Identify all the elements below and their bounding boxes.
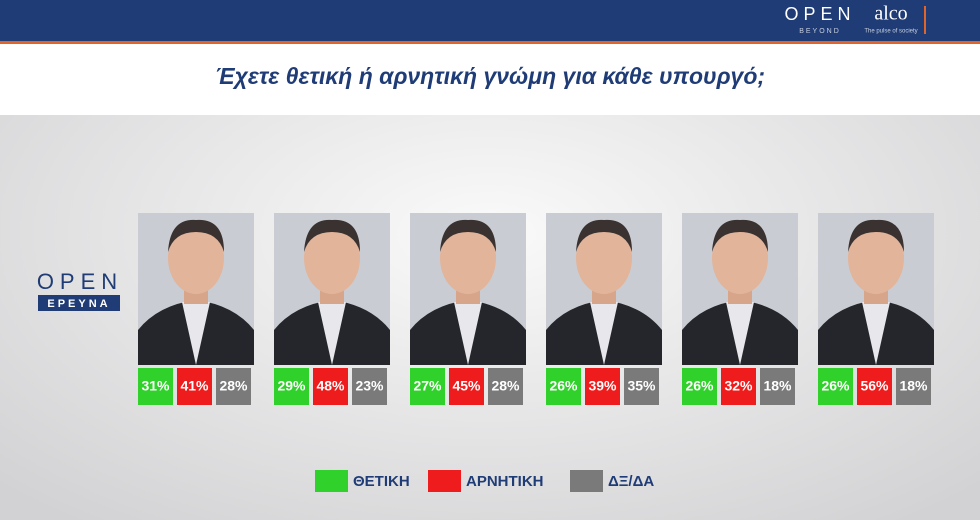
accent-line [0,41,980,44]
score: 45% [452,378,481,394]
legend-swatch [428,470,461,492]
score-box [138,368,173,405]
photo-hair [848,219,904,252]
partner-tagline: The pulse of society [864,29,917,35]
score: 48% [316,378,345,394]
legend-label: ΑΡΝΗΤΙΚΗ [466,473,544,490]
score: 41% [180,378,209,394]
score-box [818,368,853,405]
score: 18% [763,378,792,394]
score-box [896,368,931,405]
photo-shirt [726,302,754,365]
score-box [488,368,523,405]
score-box [216,368,251,405]
score: 26% [685,378,714,394]
photo-face [304,222,360,294]
photo-face [440,222,496,294]
minister-card: 31% 41% 28% [138,213,254,405]
minister-card: 26% 32% 18% [682,213,798,405]
side-logo-band [38,295,120,311]
score: 39% [588,378,617,394]
score-box [274,368,309,405]
score: 26% [549,378,578,394]
side-logo-top: OPEN [37,269,123,294]
top-bar [0,0,980,41]
legend-swatch [570,470,603,492]
score: 18% [899,378,928,394]
score: 56% [860,378,889,394]
minister-card: 27% 45% 28% [410,213,526,405]
photo-shirt [454,302,482,365]
legend: ΘΕΤΙΚΗ ΑΡΝΗΤΙΚΗ ΔΞ/ΔΑ [315,470,654,492]
photo-shirt [182,302,210,365]
score-box [546,368,581,405]
title: Έχετε θετική ή αρνητική γνώμη για κάθε υ… [215,63,765,89]
brand-sub: BEYOND [799,28,841,35]
score: 28% [219,378,248,394]
photo-hair [304,219,360,252]
score-box [585,368,620,405]
legend-label: ΔΞ/ΔΑ [608,473,654,490]
legend-swatch [315,470,348,492]
minister-card: 26% 56% 18% [818,213,934,405]
photo-shirt [862,302,890,365]
photo-hair [440,219,496,252]
title-band [0,44,980,115]
photo-face [576,222,632,294]
score-box [857,368,892,405]
score: 26% [821,378,850,394]
score: 23% [355,378,384,394]
score: 29% [277,378,306,394]
score: 35% [627,378,656,394]
photo-shirt [590,302,618,365]
cards: 31% 41% 28% 29% 48% 23% 27% 45% 28% 26% 39% 35% 26% 3… [138,213,934,405]
score-box [624,368,659,405]
partner-divider [924,6,926,34]
score-box [721,368,756,405]
score-box [760,368,795,405]
score-box [352,368,387,405]
score-box [449,368,484,405]
side-logo-bottom: ΕΡΕΥΝΑ [47,298,110,310]
score-box [177,368,212,405]
partner: alco [874,3,907,25]
score: 32% [724,378,753,394]
minister-card: 26% 39% 35% [546,213,662,405]
photo-shirt [318,302,346,365]
score: 27% [413,378,442,394]
photo-hair [168,219,224,252]
score-box [313,368,348,405]
score: 31% [141,378,170,394]
photo-face [848,222,904,294]
photo-hair [576,219,632,252]
legend-label: ΘΕΤΙΚΗ [353,473,410,490]
photo-face [168,222,224,294]
score-box [410,368,445,405]
photo-face [712,222,768,294]
score-box [682,368,717,405]
brand: OPEN [784,4,855,24]
photo-hair [712,219,768,252]
score: 28% [491,378,520,394]
minister-card: 29% 48% 23% [274,213,390,405]
